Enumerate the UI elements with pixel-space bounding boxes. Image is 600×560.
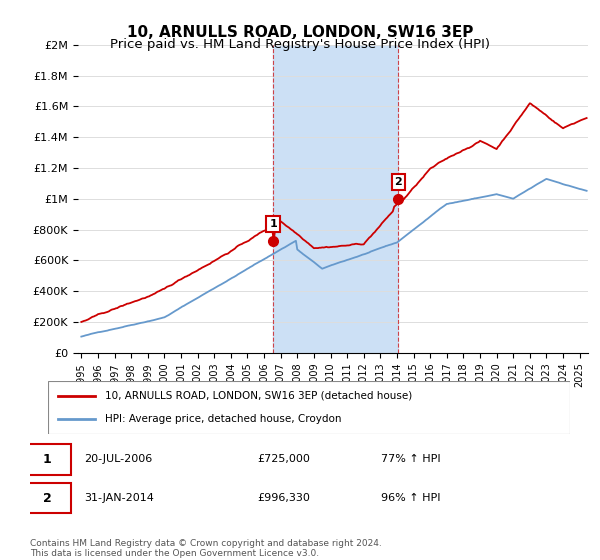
Text: 2: 2 <box>43 492 52 505</box>
Text: 1: 1 <box>269 219 277 229</box>
FancyBboxPatch shape <box>48 381 570 434</box>
Text: 10, ARNULLS ROAD, LONDON, SW16 3EP: 10, ARNULLS ROAD, LONDON, SW16 3EP <box>127 25 473 40</box>
FancyBboxPatch shape <box>25 444 71 474</box>
Text: £725,000: £725,000 <box>257 454 310 464</box>
Text: HPI: Average price, detached house, Croydon: HPI: Average price, detached house, Croy… <box>106 414 342 424</box>
Text: Contains HM Land Registry data © Crown copyright and database right 2024.
This d: Contains HM Land Registry data © Crown c… <box>30 539 382 558</box>
Text: 31-JAN-2014: 31-JAN-2014 <box>84 493 154 503</box>
Text: 2: 2 <box>394 177 402 187</box>
Text: 10, ARNULLS ROAD, LONDON, SW16 3EP (detached house): 10, ARNULLS ROAD, LONDON, SW16 3EP (deta… <box>106 391 413 401</box>
Text: 20-JUL-2006: 20-JUL-2006 <box>84 454 152 464</box>
FancyBboxPatch shape <box>25 483 71 514</box>
Bar <box>273 45 398 353</box>
Text: 77% ↑ HPI: 77% ↑ HPI <box>381 454 440 464</box>
Text: £996,330: £996,330 <box>257 493 310 503</box>
Text: 96% ↑ HPI: 96% ↑ HPI <box>381 493 440 503</box>
Text: 1: 1 <box>43 452 52 465</box>
Text: Price paid vs. HM Land Registry's House Price Index (HPI): Price paid vs. HM Land Registry's House … <box>110 38 490 51</box>
